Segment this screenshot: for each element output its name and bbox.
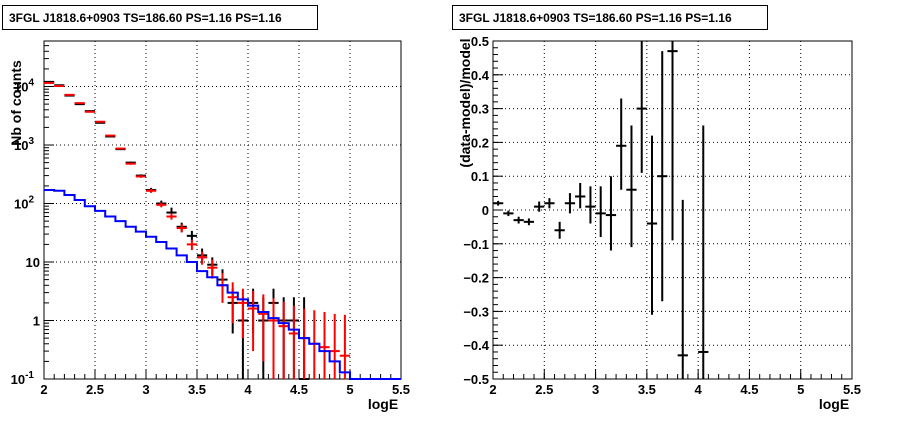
residual-y-tick-label: 0.1	[471, 169, 489, 184]
residual-y-tick-label: 0.3	[471, 102, 489, 117]
residual-x-tick-label: 5	[797, 382, 804, 397]
residual-y-tick-label: 0.4	[471, 68, 490, 83]
residual-x-tick-label: 2.5	[535, 382, 553, 397]
left-chart-title: 3FGL J1818.6+0903 TS=186.60 PS=1.16 PS=1…	[2, 5, 318, 30]
right-chart-title: 3FGL J1818.6+0903 TS=186.60 PS=1.16 PS=1…	[452, 5, 768, 30]
counts-y-tick-label: 1	[33, 314, 40, 329]
counts-y-axis-label: Nb of counts	[8, 60, 24, 146]
counts-y-tick-label: 104	[14, 78, 34, 95]
residual-y-tick-label: −0.2	[463, 271, 489, 286]
counts-chart: 2 2.5 3 3.5 4 4.5 5 5.5 10-1 1 10 102 103 104 logE Nb o…	[8, 40, 410, 412]
residual-x-tick-label: 5.5	[843, 382, 861, 397]
counts-x-tick-label: 4.5	[290, 382, 308, 397]
counts-y-tick-label: 10	[26, 255, 40, 270]
counts-plot-frame	[43, 40, 402, 380]
counts-x-tick-label: 2.5	[86, 382, 104, 397]
residual-x-tick-label: 3	[592, 382, 599, 397]
counts-y-tick-label: 10-1	[11, 370, 35, 387]
residual-y-tick-label: −0.4	[463, 338, 489, 353]
residual-y-tick-label: −0.5	[463, 372, 489, 387]
residual-series-0	[493, 41, 709, 379]
residual-chart: 2 2.5 3 3.5 4 4.5 5 5.5 −0.5 −0.4 −0.3 −0.2 −0.1 0 0.1…	[457, 34, 861, 412]
residual-x-tick-label: 2	[489, 382, 496, 397]
residual-x-axis-label: logE	[819, 396, 849, 412]
residual-y-tick-label: 0.5	[471, 34, 489, 49]
counts-y-tick-label: 102	[14, 195, 34, 212]
counts-x-tick-label: 4	[244, 382, 252, 397]
counts-x-tick-label: 5.5	[392, 382, 410, 397]
counts-x-tick-label: 3.5	[188, 382, 206, 397]
residual-x-tick-label: 4.5	[740, 382, 758, 397]
residual-y-tick-label: 0	[482, 203, 489, 218]
residual-y-tick-label: −0.3	[463, 304, 489, 319]
counts-series-0	[44, 80, 310, 380]
residual-y-tick-label: −0.1	[463, 237, 489, 252]
counts-x-tick-label: 5	[346, 382, 353, 397]
counts-model-step-line	[44, 189, 401, 380]
counts-x-tick-label: 2	[40, 382, 47, 397]
counts-series-2	[44, 189, 401, 380]
residual-x-tick-label: 3.5	[638, 382, 656, 397]
counts-x-tick-label: 3	[142, 382, 149, 397]
residual-y-axis-label: (data-model)/model	[457, 38, 473, 167]
residual-x-tick-label: 4	[695, 382, 703, 397]
counts-x-axis-label: logE	[368, 396, 398, 412]
counts-y-tick-label: 103	[14, 136, 34, 153]
residual-y-tick-label: 0.2	[471, 135, 489, 150]
counts-series-1	[44, 81, 350, 379]
